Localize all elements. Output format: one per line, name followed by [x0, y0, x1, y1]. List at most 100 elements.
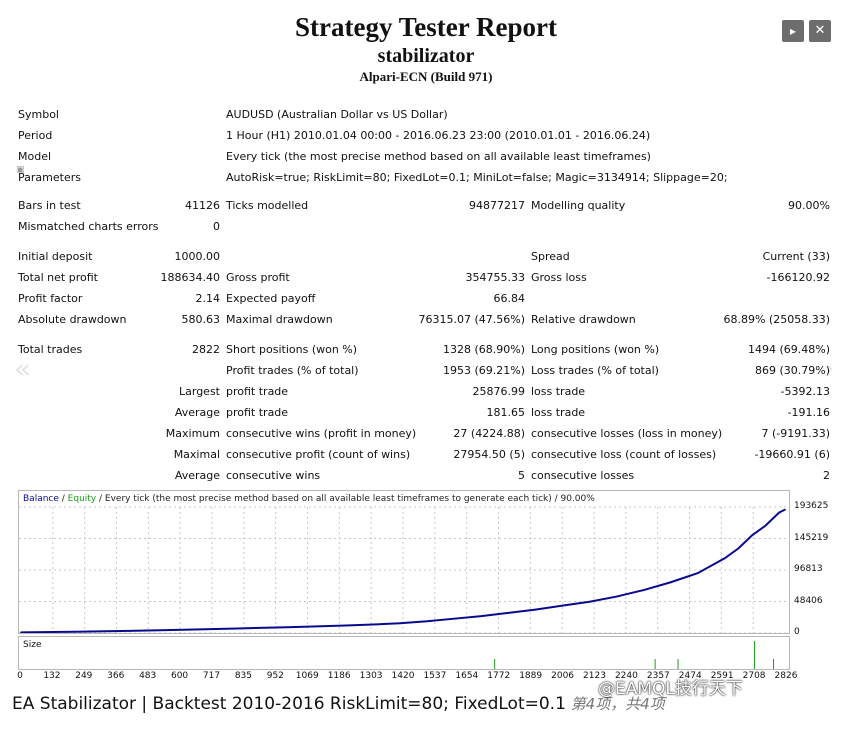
broker-build: Alpari-ECN (Build 971): [359, 69, 493, 84]
balance-point: [399, 622, 401, 625]
absolute-drawdown-label: Absolute drawdown: [18, 313, 127, 326]
caption: EA Stabilizator | Backtest 2010-2016 Ris…: [12, 693, 665, 714]
short-positions-value: 1328 (68.90%): [442, 343, 525, 356]
chart-legend: Balance / Equity / Every tick (the most …: [23, 494, 595, 504]
average-profit-value: 181.65: [486, 406, 526, 419]
balance-point: [615, 595, 618, 598]
x-tick-label: 600: [170, 671, 189, 681]
x-tick-label: 717: [202, 671, 221, 681]
close-icon[interactable]: ✕: [809, 20, 831, 42]
mismatch-value: 0: [213, 220, 220, 233]
quality-value: 90.00%: [788, 199, 830, 212]
x-tick-label: 1889: [519, 671, 543, 681]
average-consecutive-wins-value: 5: [518, 469, 525, 482]
next-arrow-icon[interactable]: ›: [826, 356, 834, 380]
balance-point: [128, 630, 131, 632]
parameters-label: Parameters: [18, 171, 81, 184]
report-title: Strategy Tester Report: [295, 12, 557, 42]
ticks-label: Ticks modelled: [226, 199, 309, 212]
symbol-value: AUDUSD (Australian Dollar vs US Dollar): [226, 108, 448, 121]
parameters-value: AutoRisk=true; RiskLimit=80; FixedLot=0.…: [226, 171, 728, 184]
legend-separator: /: [58, 494, 68, 504]
expected-payoff-value: 66.84: [493, 292, 526, 305]
balance-chart-plot: [19, 506, 789, 633]
maximal-consecutive-loss-label: consecutive loss (count of losses): [531, 448, 717, 461]
x-tick-label: 2357: [646, 671, 670, 681]
profit-factor-label: Profit factor: [18, 292, 83, 305]
x-tick-label: 132: [43, 671, 61, 681]
balance-point: [669, 581, 672, 584]
balance-point: [507, 612, 510, 614]
prev-arrow-icon[interactable]: «: [14, 352, 32, 385]
average-profit-label: profit trade: [226, 406, 289, 419]
max-consecutive-losses-value: 7 (-9191.33): [761, 427, 830, 440]
balance-point: [182, 628, 185, 631]
parameter-marker-icon: ▣: [16, 165, 25, 175]
short-positions-label: Short positions (won %): [226, 343, 358, 356]
largest-loss-value: -5392.13: [780, 385, 830, 398]
balance-point: [534, 608, 537, 611]
max-consecutive-wins-value: 27 (4224.88): [453, 427, 525, 440]
long-positions-value: 1494 (69.48%): [747, 343, 830, 356]
legend-balance: Balance: [23, 494, 59, 504]
expected-payoff-label: Expected payoff: [226, 292, 316, 305]
loss-trades-value: 869 (30.79%): [754, 364, 830, 377]
profit-factor-value: 2.14: [195, 292, 221, 305]
x-tick-label: 2123: [583, 671, 606, 681]
balance-chart: Balance / Equity / Every tick (the most …: [18, 490, 790, 634]
watermark: @EAMQL技行天下: [598, 679, 743, 699]
x-tick-label: 835: [234, 671, 252, 681]
size-plot: [494, 641, 775, 669]
quality-label: Modelling quality: [531, 199, 626, 212]
maximal-consecutive-loss-value: -19660.91 (6): [754, 448, 830, 461]
x-tick-label: 1303: [359, 671, 383, 681]
y-tick-label: 0: [794, 627, 800, 637]
balance-point: [372, 623, 374, 626]
average-loss-value: -191.16: [787, 406, 830, 419]
legend-description: / Every tick (the most precise method ba…: [96, 494, 595, 504]
expert-name: stabilizator: [377, 45, 475, 67]
balance-point: [778, 511, 780, 514]
y-tick-label: 48406: [794, 595, 823, 606]
balance-point: [480, 615, 483, 617]
balance-point: [426, 620, 428, 623]
average-label: Average: [174, 406, 220, 419]
x-tick-label: 1537: [423, 671, 447, 681]
x-tick-label: 2474: [678, 671, 702, 681]
caption-page: 第4项，共4项: [565, 695, 665, 713]
x-tick-label: 2591: [710, 671, 734, 681]
x-tick-label: 952: [266, 671, 284, 681]
maximal-consecutive-profit-value: 27954.50 (5): [453, 448, 525, 461]
relative-drawdown-value: 68.89% (25058.33): [723, 313, 830, 326]
y-tick-label: 96813: [794, 564, 823, 574]
y-tick-label: 193625: [794, 501, 829, 511]
x-tick-label: 249: [75, 671, 93, 681]
balance-point: [453, 617, 455, 620]
x-tick-label: 1069: [295, 671, 319, 681]
balance-point: [751, 534, 753, 537]
average-loss-label: loss trade: [531, 406, 586, 419]
average-consecutive-losses-label: consecutive losses: [531, 469, 635, 482]
x-tick-label: 1420: [391, 671, 415, 681]
largest-profit-label: profit trade: [226, 385, 289, 398]
spread-label: Spread: [531, 250, 570, 263]
legend-equity: Equity: [67, 494, 97, 504]
x-tick-label: 2826: [774, 671, 798, 681]
x-tick-label: 2708: [742, 671, 766, 681]
x-tick-label: 366: [107, 671, 125, 681]
x-tick-label: 483: [139, 671, 157, 681]
balance-point: [724, 557, 726, 559]
average2-label: Average: [174, 469, 220, 482]
absolute-drawdown-value: 580.63: [181, 313, 221, 326]
relative-drawdown-label: Relative drawdown: [531, 313, 636, 326]
balance-point: [642, 589, 645, 591]
average-consecutive-wins-label: consecutive wins: [226, 469, 321, 482]
balance-point: [345, 624, 347, 627]
average-consecutive-losses-value: 2: [823, 469, 830, 482]
size-label: Size: [23, 640, 42, 650]
maximal-drawdown-label: Maximal drawdown: [226, 313, 333, 326]
maximum-label: Maximum: [165, 427, 220, 440]
net-profit-value: 188634.40: [160, 271, 221, 284]
play-icon[interactable]: ▸: [782, 20, 804, 42]
balance-point: [588, 600, 591, 603]
